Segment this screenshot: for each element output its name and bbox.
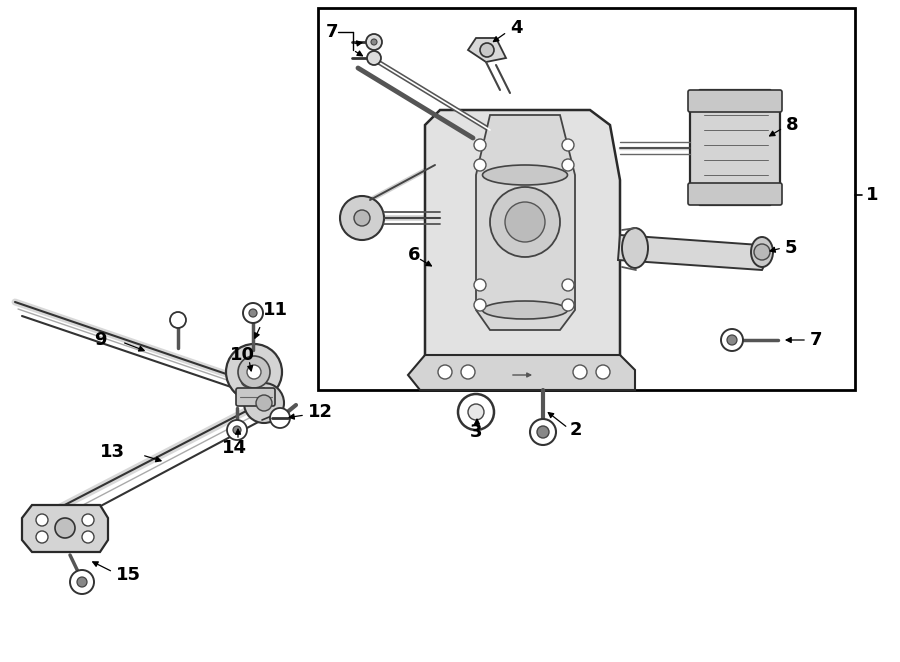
Circle shape	[727, 335, 737, 345]
Circle shape	[233, 426, 241, 434]
Circle shape	[474, 299, 486, 311]
Ellipse shape	[482, 165, 568, 185]
Bar	[318, 8, 855, 390]
Circle shape	[721, 329, 743, 351]
Circle shape	[354, 210, 370, 226]
Circle shape	[371, 39, 377, 45]
Circle shape	[230, 362, 266, 398]
Polygon shape	[425, 110, 620, 375]
Text: 11: 11	[263, 301, 288, 319]
Ellipse shape	[622, 228, 648, 268]
Circle shape	[458, 394, 494, 430]
Circle shape	[238, 356, 270, 388]
Circle shape	[596, 365, 610, 379]
Circle shape	[754, 244, 770, 260]
Circle shape	[170, 312, 186, 328]
Text: 4: 4	[510, 19, 523, 37]
Circle shape	[244, 383, 284, 423]
Polygon shape	[468, 38, 506, 62]
Circle shape	[537, 426, 549, 438]
Circle shape	[55, 518, 75, 538]
Circle shape	[340, 196, 384, 240]
Circle shape	[490, 187, 560, 257]
Text: 15: 15	[116, 566, 141, 584]
Circle shape	[461, 365, 475, 379]
Circle shape	[270, 408, 290, 428]
Circle shape	[82, 514, 94, 526]
Circle shape	[70, 570, 94, 594]
Circle shape	[36, 531, 48, 543]
Circle shape	[573, 365, 587, 379]
Polygon shape	[618, 235, 768, 270]
Circle shape	[468, 404, 484, 420]
Text: 1: 1	[866, 186, 878, 204]
Circle shape	[480, 43, 494, 57]
Ellipse shape	[482, 301, 568, 319]
FancyBboxPatch shape	[688, 90, 782, 112]
Text: 6: 6	[408, 246, 420, 264]
Text: 13: 13	[100, 443, 125, 461]
Polygon shape	[690, 90, 780, 205]
Circle shape	[505, 202, 545, 242]
Text: 5: 5	[785, 239, 797, 257]
Polygon shape	[22, 505, 108, 552]
Text: 8: 8	[786, 116, 798, 134]
Text: 2: 2	[570, 421, 582, 439]
FancyBboxPatch shape	[236, 388, 275, 406]
Polygon shape	[408, 355, 635, 390]
Circle shape	[226, 344, 282, 400]
Circle shape	[227, 420, 247, 440]
Circle shape	[474, 159, 486, 171]
Circle shape	[367, 51, 381, 65]
Circle shape	[474, 279, 486, 291]
Text: 7: 7	[810, 331, 823, 349]
Circle shape	[366, 34, 382, 50]
Text: 9: 9	[94, 331, 106, 349]
Circle shape	[77, 577, 87, 587]
Circle shape	[256, 395, 272, 411]
Circle shape	[474, 139, 486, 151]
Polygon shape	[476, 115, 575, 330]
Circle shape	[562, 279, 574, 291]
Circle shape	[530, 419, 556, 445]
FancyBboxPatch shape	[688, 183, 782, 205]
Circle shape	[438, 365, 452, 379]
Text: 14: 14	[222, 439, 247, 457]
Circle shape	[241, 373, 255, 387]
Text: 7: 7	[326, 23, 338, 41]
Circle shape	[562, 159, 574, 171]
Ellipse shape	[751, 237, 773, 267]
Text: 3: 3	[470, 423, 482, 441]
Circle shape	[36, 514, 48, 526]
Circle shape	[249, 309, 257, 317]
Circle shape	[247, 365, 261, 379]
Circle shape	[243, 303, 263, 323]
Text: 10: 10	[230, 346, 255, 364]
Text: 12: 12	[308, 403, 333, 421]
Circle shape	[82, 531, 94, 543]
Circle shape	[562, 139, 574, 151]
Circle shape	[562, 299, 574, 311]
